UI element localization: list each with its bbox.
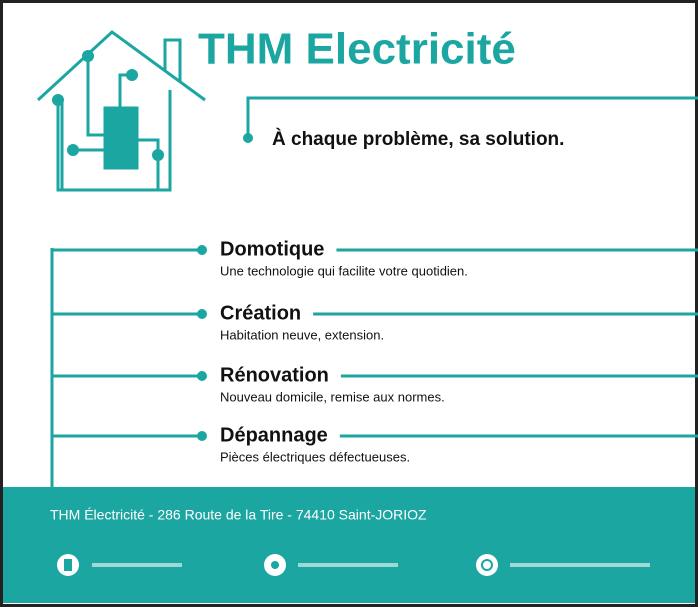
house-icon (36, 30, 206, 192)
service-description: Habitation neuve, extension. (220, 327, 384, 342)
service-dot (197, 371, 207, 381)
footer-address: THM Électricité - 286 Route de la Tire -… (50, 507, 427, 523)
service-dot (197, 245, 207, 255)
tagline: À chaque problème, sa solution. (272, 128, 564, 150)
tagline-line (246, 96, 698, 138)
service-dot (197, 431, 207, 441)
service-name: Rénovation (220, 364, 329, 386)
contact-icons (57, 554, 650, 576)
title: THM Electricité (198, 25, 516, 74)
service-name: Domotique (220, 238, 324, 260)
service-name: Création (220, 302, 301, 324)
footer (3, 487, 695, 603)
tagline-dot (243, 133, 253, 143)
service-description: Nouveau domicile, remise aux normes. (220, 389, 445, 404)
service-dot (197, 309, 207, 319)
house-dots (52, 50, 164, 161)
services: Domotique Une technologie qui facilite vo… (52, 238, 698, 464)
service-description: Pièces électriques défectueuses. (220, 449, 410, 464)
service-name: Dépannage (220, 424, 328, 446)
service-description: Une technologie qui facilite votre quoti… (220, 263, 468, 278)
